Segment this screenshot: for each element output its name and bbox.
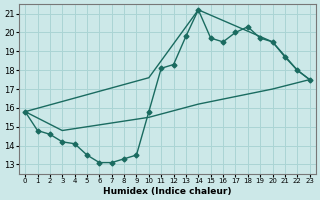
X-axis label: Humidex (Indice chaleur): Humidex (Indice chaleur) [103, 187, 232, 196]
